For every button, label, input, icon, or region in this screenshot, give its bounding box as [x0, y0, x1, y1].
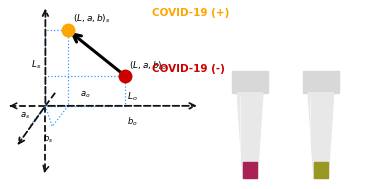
Polygon shape	[308, 93, 334, 178]
Text: $a_s$: $a_s$	[20, 110, 30, 121]
Polygon shape	[243, 162, 257, 178]
Text: COVID-19 (+): COVID-19 (+)	[152, 8, 229, 18]
Text: $(L,a,b)_s$: $(L,a,b)_s$	[72, 12, 111, 25]
Text: $b_o$: $b_o$	[127, 115, 138, 128]
Text: $a_o$: $a_o$	[80, 90, 90, 100]
Text: $b_s$: $b_s$	[43, 132, 53, 145]
Polygon shape	[314, 162, 328, 178]
Text: $L_s$: $L_s$	[31, 58, 41, 70]
Polygon shape	[232, 71, 268, 93]
Text: $(L,a,b)_o$: $(L,a,b)_o$	[129, 59, 168, 72]
Text: $L_o$: $L_o$	[127, 91, 138, 103]
Text: COVID-19 (-): COVID-19 (-)	[152, 64, 225, 74]
Polygon shape	[303, 71, 339, 93]
Polygon shape	[237, 93, 263, 178]
